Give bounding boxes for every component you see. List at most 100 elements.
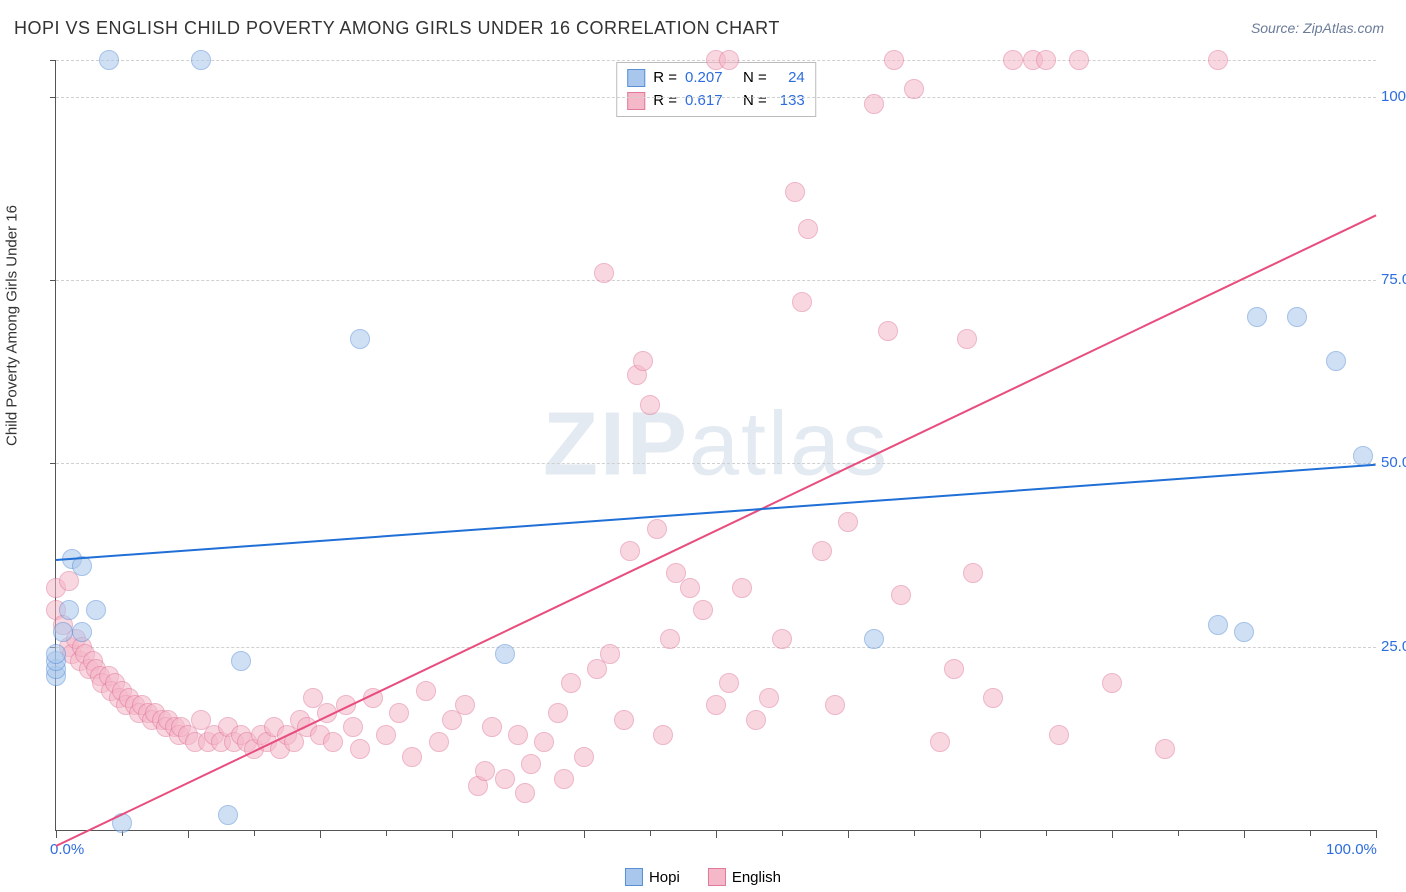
legend-swatch-english	[708, 868, 726, 886]
english-point	[633, 351, 653, 371]
english-point	[343, 717, 363, 737]
x-tick-minor	[782, 830, 783, 836]
english-point	[957, 329, 977, 349]
x-tick-major	[584, 830, 585, 838]
y-axis-label: Child Poverty Among Girls Under 16	[4, 205, 21, 446]
english-point	[554, 769, 574, 789]
hopi-point	[46, 644, 66, 664]
english-point	[680, 578, 700, 598]
x-tick-major	[56, 830, 57, 838]
r-value-hopi: 0.207	[685, 67, 735, 90]
english-point	[455, 695, 475, 715]
r-equals-label: R =	[653, 67, 677, 90]
x-tick-major	[716, 830, 717, 838]
legend-item-english: English	[708, 868, 781, 886]
english-trendline	[56, 214, 1377, 846]
english-point	[792, 292, 812, 312]
hopi-point	[495, 644, 515, 664]
english-point	[983, 688, 1003, 708]
y-tick	[50, 280, 56, 281]
english-point	[891, 585, 911, 605]
english-point	[746, 710, 766, 730]
legend-row-english: R = 0.617 N = 133	[627, 90, 805, 113]
watermark-bold: ZIP	[543, 395, 689, 495]
watermark-thin: atlas	[689, 395, 889, 495]
hopi-point	[864, 629, 884, 649]
hopi-point	[1234, 622, 1254, 642]
english-point	[614, 710, 634, 730]
r-equals-label: R =	[653, 90, 677, 113]
english-point	[1069, 50, 1089, 70]
x-tick-minor	[518, 830, 519, 836]
english-point	[561, 673, 581, 693]
english-point	[785, 182, 805, 202]
english-point	[884, 50, 904, 70]
hopi-point	[1353, 446, 1373, 466]
y-tick	[50, 60, 56, 61]
english-point	[620, 541, 640, 561]
hopi-point	[1247, 307, 1267, 327]
x-tick-label: 0.0%	[50, 841, 84, 858]
english-point	[515, 783, 535, 803]
gridline	[56, 280, 1376, 281]
english-point	[759, 688, 779, 708]
legend-swatch-english	[627, 92, 645, 110]
english-point	[904, 79, 924, 99]
english-point	[495, 769, 515, 789]
english-point	[878, 321, 898, 341]
x-tick-label: 100.0%	[1326, 841, 1377, 858]
hopi-point	[1326, 351, 1346, 371]
english-point	[772, 629, 792, 649]
series-legend: Hopi English	[625, 868, 781, 886]
english-point	[653, 725, 673, 745]
hopi-point	[86, 600, 106, 620]
hopi-point	[218, 805, 238, 825]
y-tick-label: 50.0%	[1381, 454, 1406, 471]
english-point	[548, 703, 568, 723]
english-point	[798, 219, 818, 239]
hopi-trendline	[56, 463, 1376, 560]
legend-label-hopi: Hopi	[649, 869, 680, 886]
english-point	[838, 512, 858, 532]
x-tick-major	[452, 830, 453, 838]
english-point	[930, 732, 950, 752]
english-point	[1102, 673, 1122, 693]
english-point	[647, 519, 667, 539]
english-point	[660, 629, 680, 649]
n-equals-label: N =	[743, 90, 767, 113]
english-point	[693, 600, 713, 620]
hopi-point	[1287, 307, 1307, 327]
english-point	[812, 541, 832, 561]
english-point	[719, 50, 739, 70]
x-tick-major	[188, 830, 189, 838]
gridline	[56, 463, 1376, 464]
english-point	[1049, 725, 1069, 745]
x-tick-major	[1376, 830, 1377, 838]
y-tick	[50, 97, 56, 98]
x-tick-minor	[1310, 830, 1311, 836]
x-tick-minor	[254, 830, 255, 836]
english-point	[706, 695, 726, 715]
gridline	[56, 97, 1376, 98]
english-point	[574, 747, 594, 767]
correlation-legend: R = 0.207 N = 24 R = 0.617 N = 133	[616, 62, 816, 117]
english-point	[864, 94, 884, 114]
english-point	[719, 673, 739, 693]
y-tick-label: 100.0%	[1381, 88, 1406, 105]
x-tick-major	[980, 830, 981, 838]
legend-swatch-hopi	[625, 868, 643, 886]
english-point	[521, 754, 541, 774]
n-value-english: 133	[775, 90, 805, 113]
source-label: Source: ZipAtlas.com	[1251, 20, 1384, 36]
hopi-point	[350, 329, 370, 349]
english-point	[732, 578, 752, 598]
hopi-point	[59, 600, 79, 620]
english-point	[640, 395, 660, 415]
n-equals-label: N =	[743, 67, 767, 90]
english-point	[508, 725, 528, 745]
legend-label-english: English	[732, 869, 781, 886]
hopi-point	[53, 622, 73, 642]
x-tick-major	[1244, 830, 1245, 838]
english-point	[944, 659, 964, 679]
english-point	[389, 703, 409, 723]
